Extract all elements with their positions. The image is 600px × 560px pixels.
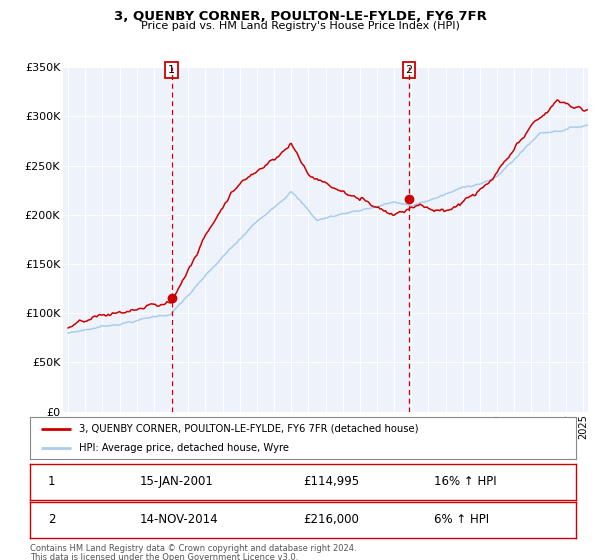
Text: 14-NOV-2014: 14-NOV-2014 <box>139 514 218 526</box>
Text: Contains HM Land Registry data © Crown copyright and database right 2024.: Contains HM Land Registry data © Crown c… <box>30 544 356 553</box>
Text: HPI: Average price, detached house, Wyre: HPI: Average price, detached house, Wyre <box>79 443 289 453</box>
Text: 1: 1 <box>168 65 175 75</box>
Text: 1: 1 <box>48 475 56 488</box>
Text: 15-JAN-2001: 15-JAN-2001 <box>139 475 213 488</box>
Text: 2: 2 <box>48 514 56 526</box>
Text: £114,995: £114,995 <box>303 475 359 488</box>
Text: 16% ↑ HPI: 16% ↑ HPI <box>434 475 497 488</box>
Text: Price paid vs. HM Land Registry's House Price Index (HPI): Price paid vs. HM Land Registry's House … <box>140 21 460 31</box>
Text: £216,000: £216,000 <box>303 514 359 526</box>
Text: 6% ↑ HPI: 6% ↑ HPI <box>434 514 489 526</box>
Text: 2: 2 <box>406 65 413 75</box>
Text: 3, QUENBY CORNER, POULTON-LE-FYLDE, FY6 7FR: 3, QUENBY CORNER, POULTON-LE-FYLDE, FY6 … <box>113 10 487 23</box>
Text: This data is licensed under the Open Government Licence v3.0.: This data is licensed under the Open Gov… <box>30 553 298 560</box>
Text: 3, QUENBY CORNER, POULTON-LE-FYLDE, FY6 7FR (detached house): 3, QUENBY CORNER, POULTON-LE-FYLDE, FY6 … <box>79 423 419 433</box>
